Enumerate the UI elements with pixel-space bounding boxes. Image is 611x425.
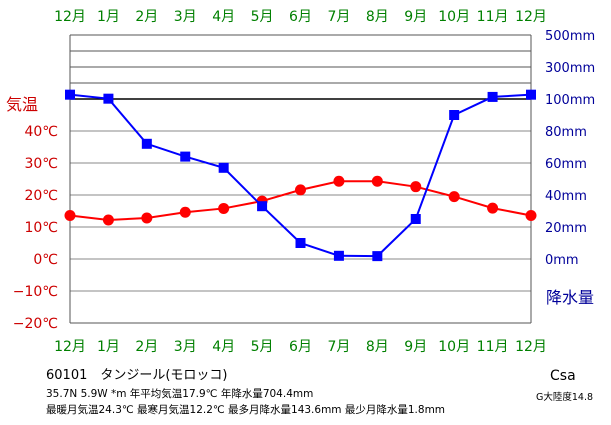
month-label-bottom: 6月 <box>289 339 312 355</box>
month-label-top: 6月 <box>289 9 312 25</box>
precipitation-tick-label: 60mm <box>545 157 587 172</box>
precipitation-tick-label: 100mm <box>545 93 595 108</box>
temperature-point <box>102 214 114 226</box>
precipitation-axis-title: 降水量 <box>546 288 594 307</box>
temperature-tick-label: 40℃ <box>24 124 58 140</box>
precipitation-point <box>141 138 152 149</box>
station-name: 60101 タンジール(モロッコ) <box>46 368 228 383</box>
temperature-tick-label: 20℃ <box>24 188 58 204</box>
month-label-bottom: 11月 <box>477 339 509 355</box>
precipitation-point <box>295 238 306 248</box>
temperature-tick-label: 10℃ <box>24 220 58 236</box>
grid-lines <box>70 34 531 324</box>
month-labels-top: 12月 1月 2月 3月 4月 5月 6月 7月 8月 9月 10月 11月 12月 <box>54 9 547 25</box>
temperature-point <box>218 202 230 214</box>
station-stats-line-2: 最暖月気温24.3℃ 最寒月気温12.2℃ 最多月降水量143.6mm 最少月降… <box>46 404 446 416</box>
precipitation-point <box>410 214 421 224</box>
temperature-tick-label: −10℃ <box>13 284 58 300</box>
month-label-top: 4月 <box>212 9 235 25</box>
temperature-point <box>333 175 345 187</box>
precipitation-point <box>372 251 383 262</box>
month-label-bottom: 3月 <box>174 339 197 355</box>
precipitation-point <box>218 162 229 173</box>
precipitation-tick-label: 0mm <box>545 253 579 268</box>
precipitation-tick-label: 300mm <box>545 61 595 76</box>
month-label-top: 12月 <box>515 9 547 25</box>
temperature-point <box>448 191 460 203</box>
month-label-top: 5月 <box>251 9 274 25</box>
precipitation-point <box>487 91 498 102</box>
axes <box>69 35 532 324</box>
month-label-bottom: 5月 <box>251 339 274 355</box>
month-label-top: 1月 <box>97 9 120 25</box>
month-labels-bottom: 12月 1月 2月 3月 4月 5月 6月 7月 8月 9月 10月 11月 12月 <box>54 339 547 355</box>
month-label-bottom: 12月 <box>54 339 86 355</box>
temperature-point <box>371 175 383 187</box>
temperature-tick-labels: −20℃ −10℃ 0℃ 10℃ 20℃ 30℃ 40℃ <box>13 124 58 332</box>
temperature-axis-title: 気温 <box>6 95 38 114</box>
precipitation-tick-labels: 0mm 20mm 40mm 60mm 80mm 100mm 300mm 500mm <box>545 29 595 268</box>
month-label-top: 8月 <box>366 9 389 25</box>
month-label-top: 12月 <box>54 9 86 25</box>
month-label-bottom: 7月 <box>327 339 350 355</box>
temperature-tick-label: −20℃ <box>13 316 58 332</box>
continentality-index: G大陸度14.8 <box>536 392 594 403</box>
month-label-top: 7月 <box>327 9 350 25</box>
precipitation-point <box>180 151 191 162</box>
month-label-bottom: 9月 <box>404 339 427 355</box>
month-label-top: 10月 <box>438 9 470 25</box>
temperature-point <box>141 212 153 224</box>
precipitation-tick-label: 20mm <box>545 221 587 236</box>
station-stats-line-1: 35.7N 5.9W *m 年平均気温17.9℃ 年降水量704.4mm <box>46 388 314 400</box>
month-label-bottom: 12月 <box>515 339 547 355</box>
temperature-point <box>179 206 191 218</box>
month-label-bottom: 4月 <box>212 339 235 355</box>
month-label-top: 11月 <box>477 9 509 25</box>
precipitation-line <box>69 93 532 258</box>
temperature-point <box>295 184 306 196</box>
temperature-point <box>64 209 76 221</box>
temperature-series <box>64 175 537 226</box>
month-label-bottom: 8月 <box>366 339 389 355</box>
precipitation-point <box>333 250 344 261</box>
month-label-bottom: 2月 <box>135 339 158 355</box>
precipitation-tick-label: 500mm <box>545 29 595 44</box>
temperature-tick-label: 30℃ <box>24 156 58 172</box>
temperature-point <box>487 202 499 214</box>
precipitation-point <box>526 89 536 100</box>
temperature-point <box>525 209 537 221</box>
month-label-bottom: 1月 <box>97 339 120 355</box>
precipitation-point <box>65 89 75 100</box>
precipitation-point <box>103 93 114 104</box>
precipitation-point <box>449 110 460 120</box>
precipitation-tick-label: 40mm <box>545 189 587 204</box>
precipitation-point <box>257 201 268 212</box>
month-label-bottom: 10月 <box>438 339 470 355</box>
precipitation-series <box>65 89 536 262</box>
temperature-tick-label: 0℃ <box>33 252 58 268</box>
temperature-point <box>410 181 422 193</box>
precipitation-tick-label: 80mm <box>545 125 587 140</box>
month-label-top: 3月 <box>174 9 197 25</box>
month-label-top: 9月 <box>404 9 427 25</box>
month-label-top: 2月 <box>135 9 158 25</box>
koppen-climate-code: Csa <box>550 368 576 384</box>
